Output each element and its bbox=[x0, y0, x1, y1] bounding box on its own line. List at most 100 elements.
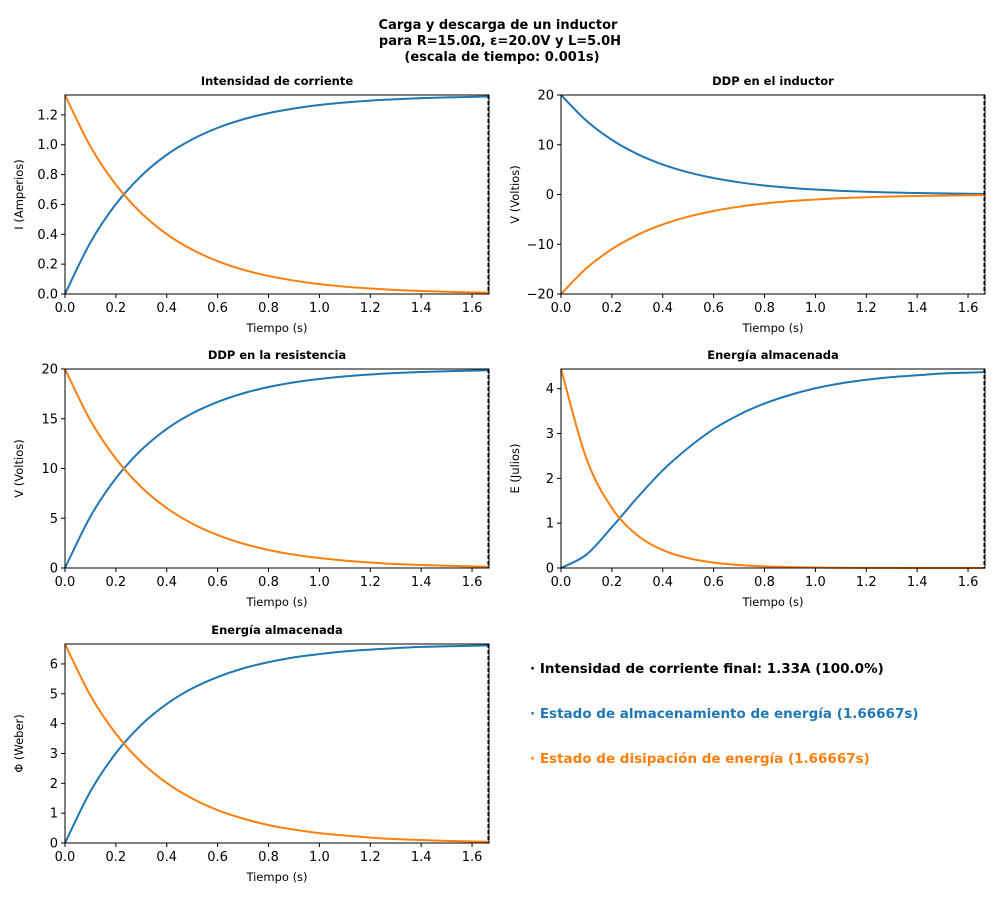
x-axis-label: Tiempo (s) bbox=[245, 321, 307, 335]
y-tick-label: 0 bbox=[50, 837, 58, 852]
plot-frame bbox=[64, 368, 490, 569]
x-tick-label: 1.2 bbox=[856, 301, 877, 316]
x-axis-label: Tiempo (s) bbox=[741, 321, 803, 335]
charge-curve bbox=[560, 371, 986, 569]
y-axis-label: Φ (Weber) bbox=[12, 714, 26, 773]
y-tick-label: 1.2 bbox=[37, 108, 58, 123]
x-tick-label: 0.0 bbox=[55, 575, 76, 590]
y-tick-label: 0 bbox=[546, 562, 554, 577]
x-tick-label: 0.6 bbox=[207, 301, 228, 316]
x-tick-label: 0.4 bbox=[156, 301, 177, 316]
charge-curve bbox=[64, 95, 490, 295]
x-tick-label: 1.6 bbox=[958, 301, 979, 316]
final-current-info: · Intensidad de corriente final: 1.33A (… bbox=[530, 661, 884, 677]
x-tick-label: 1.0 bbox=[805, 301, 826, 316]
discharge-curve bbox=[64, 94, 490, 294]
y-tick-label: 1 bbox=[546, 517, 554, 532]
subplot-5: 0.0 0.2 0.4 0.6 0.8 1.0 1.2 1.4 1.6 0 1 2 3 4 5 6 Energí… bbox=[12, 623, 490, 884]
y-axis-label: I (Amperios) bbox=[12, 159, 26, 229]
y-tick-label: 0.8 bbox=[37, 168, 58, 183]
x-tick-label: 0.4 bbox=[652, 301, 673, 316]
x-tick-label: 0.2 bbox=[602, 301, 623, 316]
y-tick-label: 2 bbox=[50, 777, 58, 792]
x-tick-label: 1.2 bbox=[360, 850, 381, 865]
x-tick-label: 1.4 bbox=[411, 850, 432, 865]
y-tick-label: 6 bbox=[50, 657, 58, 672]
y-tick-label: −10 bbox=[527, 238, 554, 253]
figure-title-line3: (escala de tiempo: 0.001s) bbox=[404, 50, 599, 65]
y-tick-label: 0.0 bbox=[37, 288, 58, 303]
x-tick-label: 0.2 bbox=[602, 575, 623, 590]
y-tick-label: 1 bbox=[50, 807, 58, 822]
y-tick-label: 0 bbox=[50, 562, 58, 577]
y-tick-label: 20 bbox=[537, 89, 554, 104]
x-tick-label: 1.0 bbox=[309, 301, 330, 316]
energy-dissipation-info: · Estado de disipación de energía (1.666… bbox=[530, 751, 870, 767]
y-tick-label: 3 bbox=[546, 427, 554, 442]
y-axis-label: V (Voltios) bbox=[12, 439, 26, 497]
y-tick-label: −20 bbox=[527, 288, 554, 303]
y-tick-label: 0.2 bbox=[37, 258, 58, 273]
plot-frame bbox=[64, 643, 490, 844]
y-tick-label: 20 bbox=[41, 363, 58, 378]
y-tick-label: 3 bbox=[50, 747, 58, 762]
y-tick-label: 5 bbox=[50, 687, 58, 702]
y-axis-label: E (Julios) bbox=[508, 444, 522, 494]
plot-frame bbox=[64, 94, 490, 295]
x-tick-label: 0.4 bbox=[156, 850, 177, 865]
subplots-group: 0.0 0.2 0.4 0.6 0.8 1.0 1.2 1.4 1.6 0.0 0.2 0.4 0.6 0… bbox=[12, 74, 986, 884]
x-tick-label: 0.6 bbox=[703, 575, 724, 590]
x-tick-label: 0.6 bbox=[207, 850, 228, 865]
subplot-title: Energía almacenada bbox=[211, 623, 342, 637]
x-tick-label: 0.4 bbox=[652, 575, 673, 590]
x-tick-label: 1.6 bbox=[462, 575, 483, 590]
y-tick-label: 4 bbox=[50, 717, 58, 732]
y-tick-label: 4 bbox=[546, 382, 554, 397]
y-tick-label: 0.6 bbox=[37, 198, 58, 213]
discharge-curve bbox=[560, 194, 986, 295]
figure-title-line1: Carga y descarga de un inductor bbox=[379, 18, 618, 33]
subplot-2: 0.0 0.2 0.4 0.6 0.8 1.0 1.2 1.4 1.6 −20 −10 0 10 20 DD… bbox=[508, 74, 986, 335]
x-tick-label: 1.4 bbox=[907, 575, 928, 590]
subplot-4: 0.0 0.2 0.4 0.6 0.8 1.0 1.2 1.4 1.6 0 1 2 3 4 Energía … bbox=[508, 348, 986, 609]
subplot-title: Intensidad de corriente bbox=[201, 74, 353, 88]
x-tick-label: 1.0 bbox=[309, 850, 330, 865]
x-tick-label: 1.4 bbox=[411, 301, 432, 316]
charge-curve bbox=[560, 94, 986, 195]
x-tick-label: 0.4 bbox=[156, 575, 177, 590]
x-tick-label: 0.6 bbox=[703, 301, 724, 316]
x-tick-label: 1.2 bbox=[360, 301, 381, 316]
discharge-curve bbox=[64, 368, 490, 568]
y-tick-label: 1.0 bbox=[37, 138, 58, 153]
charge-curve bbox=[64, 369, 490, 569]
x-tick-label: 0.8 bbox=[754, 575, 775, 590]
x-tick-label: 0.0 bbox=[551, 301, 572, 316]
x-tick-label: 1.6 bbox=[462, 850, 483, 865]
x-tick-label: 0.0 bbox=[55, 850, 76, 865]
x-tick-label: 1.4 bbox=[411, 575, 432, 590]
x-tick-label: 0.2 bbox=[106, 301, 127, 316]
charge-curve bbox=[64, 644, 490, 844]
x-tick-label: 0.8 bbox=[258, 575, 279, 590]
energy-storage-info: · Estado de almacenamiento de energía (1… bbox=[530, 706, 919, 722]
subplot-title: DDP en el inductor bbox=[712, 74, 834, 88]
y-tick-label: 2 bbox=[546, 472, 554, 487]
y-axis-label: V (Voltios) bbox=[508, 165, 522, 223]
y-tick-label: 15 bbox=[41, 412, 58, 427]
x-tick-label: 1.0 bbox=[309, 575, 330, 590]
x-axis-label: Tiempo (s) bbox=[245, 870, 307, 884]
subplot-title: DDP en la resistencia bbox=[208, 348, 346, 362]
x-tick-label: 0.8 bbox=[258, 850, 279, 865]
x-tick-label: 0.0 bbox=[551, 575, 572, 590]
y-tick-label: 10 bbox=[41, 462, 58, 477]
y-tick-label: 5 bbox=[50, 512, 58, 527]
x-tick-label: 1.0 bbox=[805, 575, 826, 590]
x-tick-label: 1.6 bbox=[462, 301, 483, 316]
x-axis-label: Tiempo (s) bbox=[741, 595, 803, 609]
discharge-curve bbox=[560, 368, 985, 569]
subplot-3: 0.0 0.2 0.4 0.6 0.8 1.0 1.2 1.4 1.6 0 5 10 15 20 DDP e… bbox=[12, 348, 490, 609]
subplot-1: 0.0 0.2 0.4 0.6 0.8 1.0 1.2 1.4 1.6 0.0 0.2 0.4 0.6 0… bbox=[12, 74, 490, 335]
x-tick-label: 1.2 bbox=[856, 575, 877, 590]
figure-title-line2: para R=15.0Ω, ε=20.0V y L=5.0H bbox=[379, 34, 621, 49]
